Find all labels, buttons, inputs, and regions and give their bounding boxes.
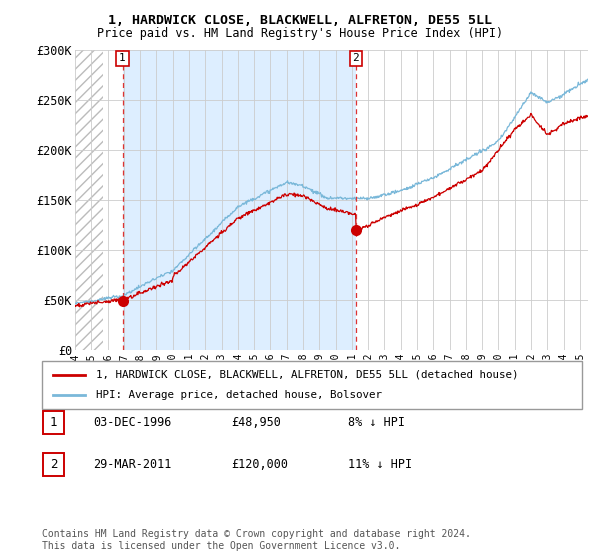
Text: 29-MAR-2011: 29-MAR-2011 bbox=[93, 458, 172, 472]
Text: 1: 1 bbox=[119, 53, 126, 63]
Text: Price paid vs. HM Land Registry's House Price Index (HPI): Price paid vs. HM Land Registry's House … bbox=[97, 27, 503, 40]
Text: 03-DEC-1996: 03-DEC-1996 bbox=[93, 416, 172, 430]
Text: 1, HARDWICK CLOSE, BLACKWELL, ALFRETON, DE55 5LL (detached house): 1, HARDWICK CLOSE, BLACKWELL, ALFRETON, … bbox=[96, 370, 518, 380]
Text: 1, HARDWICK CLOSE, BLACKWELL, ALFRETON, DE55 5LL: 1, HARDWICK CLOSE, BLACKWELL, ALFRETON, … bbox=[108, 14, 492, 27]
Text: £48,950: £48,950 bbox=[231, 416, 281, 430]
Text: HPI: Average price, detached house, Bolsover: HPI: Average price, detached house, Bols… bbox=[96, 390, 382, 400]
Bar bbox=[122, 50, 356, 350]
Text: 2: 2 bbox=[353, 53, 359, 63]
Text: 1: 1 bbox=[50, 416, 57, 430]
Text: 8% ↓ HPI: 8% ↓ HPI bbox=[348, 416, 405, 430]
Text: 11% ↓ HPI: 11% ↓ HPI bbox=[348, 458, 412, 472]
Text: £120,000: £120,000 bbox=[231, 458, 288, 472]
Text: 2: 2 bbox=[50, 458, 57, 472]
Text: Contains HM Land Registry data © Crown copyright and database right 2024.
This d: Contains HM Land Registry data © Crown c… bbox=[42, 529, 471, 551]
